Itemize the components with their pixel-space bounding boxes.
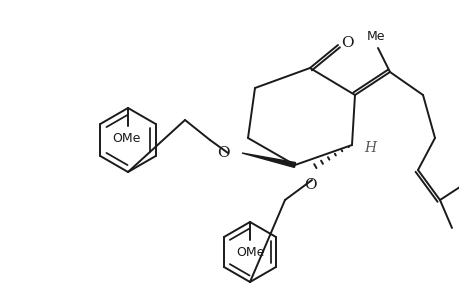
Text: OMe: OMe xyxy=(235,246,263,259)
Text: H: H xyxy=(363,141,375,155)
Text: O: O xyxy=(303,178,316,192)
Polygon shape xyxy=(241,153,295,167)
Text: OMe: OMe xyxy=(112,132,140,145)
Text: Me: Me xyxy=(366,30,385,43)
Text: O: O xyxy=(340,36,353,50)
Text: O: O xyxy=(217,146,230,160)
